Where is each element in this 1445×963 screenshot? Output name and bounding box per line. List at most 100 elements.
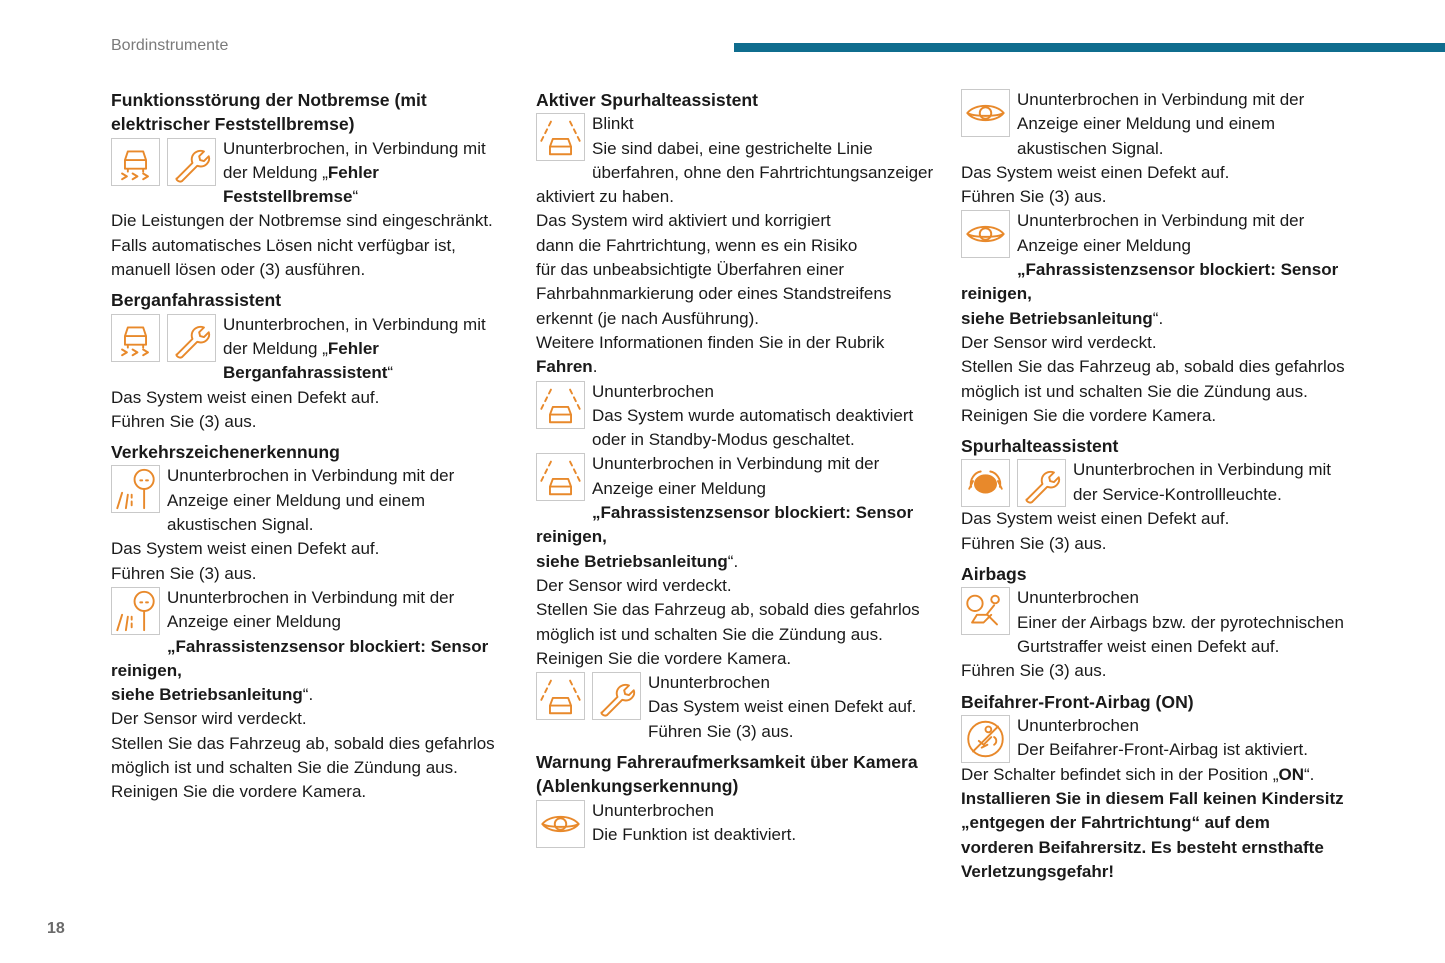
bold-text: ON xyxy=(1278,764,1305,784)
paragraph: Stellen Sie das Fahrzeug ab, sobald dies… xyxy=(536,598,966,647)
paragraph: Ununterbrochen Einer der Airbags bzw. de… xyxy=(961,586,1391,659)
text: Reinigen Sie die vordere Kamera. xyxy=(111,782,367,802)
traffic-sign-icon xyxy=(111,465,160,514)
page-number: 18 xyxy=(47,920,65,937)
paragraph: Installieren Sie in diesem Fall keinen K… xyxy=(961,787,1391,884)
paragraph: Reinigen Sie die vordere Kamera. xyxy=(961,404,1391,428)
paragraph: Das System weist einen Defekt auf. xyxy=(961,161,1391,185)
section-heading: Airbags xyxy=(961,564,1027,585)
paragraph: Führen Sie (3) aus. xyxy=(111,410,541,434)
text: Ununterbrochen in Verbindung mit der Ser… xyxy=(1073,460,1331,504)
text: Das System weist einen Defekt auf. xyxy=(961,162,1230,182)
paragraph: Ununterbrochen Die Funktion ist deaktivi… xyxy=(536,799,966,848)
text: “ xyxy=(352,187,359,207)
text: Ununterbrochen Der Beifahrer-Front-Airba… xyxy=(1017,715,1308,760)
text: Der Sensor wird verdeckt. xyxy=(536,575,732,595)
paragraph: Ununterbrochen in Verbindung mit der Anz… xyxy=(111,586,541,707)
brake-car-icon xyxy=(111,313,160,362)
text: Blinkt Sie sind dabei, eine gestrichelte… xyxy=(536,114,934,207)
text: “. xyxy=(1304,764,1315,784)
paragraph: Führen Sie (3) aus. xyxy=(111,562,541,586)
paragraph: Der Sensor wird verdeckt. xyxy=(111,707,541,731)
text: Ununterbrochen in Verbindung mit der Anz… xyxy=(167,587,455,632)
paragraph: Ununterbrochen in Verbindung mit der Anz… xyxy=(111,464,541,537)
paragraph: Ununterbrochen Das System weist einen De… xyxy=(536,671,966,744)
wrench-icon xyxy=(1017,459,1066,508)
section-heading: Aktiver Spurhalteassistent xyxy=(536,90,758,110)
section-title: Bordinstrumente xyxy=(111,37,229,54)
text: Ununterbrochen in Verbindung mit der Anz… xyxy=(592,454,880,498)
column-1: Funktionsstörung der Notbremse (mit elek… xyxy=(111,88,541,805)
text: “. xyxy=(727,551,739,571)
text: “. xyxy=(1152,308,1164,328)
lane-assist-icon xyxy=(536,453,585,502)
paragraph: Der Schalter befindet sich in der Positi… xyxy=(961,763,1391,787)
text: Ununterbrochen in Verbindung mit der Anz… xyxy=(167,466,455,535)
text: Reinigen Sie die vordere Kamera. xyxy=(961,405,1217,425)
text: “. xyxy=(302,685,314,705)
text: Die Leistungen der Notbremse sind einges… xyxy=(111,211,493,280)
lane-assist-icon xyxy=(536,380,585,429)
paragraph: Blinkt Sie sind dabei, eine gestrichelte… xyxy=(536,112,966,209)
section-heading: Verkehrszeichenerkennung xyxy=(111,442,340,463)
text: Stellen Sie das Fahrzeug ab, sobald dies… xyxy=(536,600,920,644)
text: Der Sensor wird verdeckt. xyxy=(961,332,1157,352)
text: Führen Sie (3) aus. xyxy=(961,533,1107,553)
paragraph: Stellen Sie das Fahrzeug ab, sobald dies… xyxy=(961,355,1391,404)
text: Das System weist einen Defekt auf. xyxy=(961,509,1230,529)
paragraph: Führen Sie (3) aus. xyxy=(961,185,1391,209)
text: Führen Sie (3) aus. xyxy=(111,563,257,583)
section-heading: Funktionsstörung der Notbremse (mit elek… xyxy=(111,90,427,135)
section-heading: Berganfahrassistent xyxy=(111,290,282,311)
text: Ununterbrochen Die Funktion ist deaktivi… xyxy=(592,800,797,844)
paragraph: Führen Sie (3) aus. xyxy=(961,532,1391,556)
paragraph: Stellen Sie das Fahrzeug ab, sobald dies… xyxy=(111,732,541,781)
steering-hands-icon xyxy=(961,459,1010,508)
text: Führen Sie (3) aus. xyxy=(111,411,257,431)
header-bar xyxy=(734,43,1445,52)
text: Ununterbrochen in Verbindung mit der Anz… xyxy=(1017,90,1305,158)
eye-icon xyxy=(961,210,1010,259)
passenger-airbag-on-icon xyxy=(961,714,1010,763)
text: Das System wird aktiviert und korrigiert… xyxy=(536,211,892,328)
airbag-icon xyxy=(961,587,1010,636)
section-heading: Warnung Fahreraufmerksamkeit über Kamera… xyxy=(536,752,918,797)
wrench-icon xyxy=(592,672,641,721)
lane-assist-icon xyxy=(536,672,585,721)
paragraph: Das System weist einen Defekt auf. xyxy=(111,386,541,410)
text: Der Sensor wird verdeckt. xyxy=(111,709,307,729)
paragraph: Das System weist einen Defekt auf. xyxy=(961,507,1391,531)
text: Das System weist einen Defekt auf. xyxy=(111,387,380,407)
bold-text: Installieren Sie in diesem Fall keinen K… xyxy=(961,789,1344,882)
paragraph: Das System weist einen Defekt auf. xyxy=(111,537,541,561)
brake-car-icon xyxy=(111,137,160,186)
paragraph: Ununterbrochen, in Verbindung mit der Me… xyxy=(111,137,541,210)
bold-text: „Fahrassistenzsensor blockiert: Sensor r… xyxy=(536,503,914,571)
paragraph: Weitere Informationen finden Sie in der … xyxy=(536,331,966,380)
lane-assist-icon xyxy=(536,113,585,162)
text: Der Schalter befindet sich in der Positi… xyxy=(961,764,1279,784)
text: Ununterbrochen in Verbindung mit der Anz… xyxy=(1017,211,1305,255)
text: Stellen Sie das Fahrzeug ab, sobald dies… xyxy=(961,357,1345,401)
eye-icon xyxy=(961,89,1010,137)
wrench-icon xyxy=(167,313,216,362)
text: Reinigen Sie die vordere Kamera. xyxy=(536,648,792,668)
text: Ununterbrochen Das System wurde automati… xyxy=(592,381,914,450)
paragraph: Ununterbrochen, in Verbindung mit der Me… xyxy=(111,313,541,386)
paragraph: Ununterbrochen in Verbindung mit der Anz… xyxy=(536,452,966,573)
column-2: Aktiver Spurhalteassistent Blinkt Sie sin… xyxy=(536,88,966,848)
bold-text: „Fahrassistenzsensor blockiert: Sensor r… xyxy=(111,636,489,705)
column-3: Ununterbrochen in Verbindung mit der Anz… xyxy=(961,88,1391,884)
paragraph: Ununterbrochen in Verbindung mit der Anz… xyxy=(961,88,1391,161)
text: Ununterbrochen, in Verbindung mit der Me… xyxy=(223,314,486,358)
paragraph: Der Sensor wird verdeckt. xyxy=(961,331,1391,355)
paragraph: Führen Sie (3) aus. xyxy=(961,659,1391,683)
section-heading: Spurhalteassistent xyxy=(961,436,1119,457)
bold-text: Fehler Berganfahrassistent xyxy=(223,338,388,383)
text: Führen Sie (3) aus. xyxy=(961,661,1107,681)
paragraph: Ununterbrochen Der Beifahrer-Front-Airba… xyxy=(961,714,1391,763)
wrench-icon xyxy=(167,137,216,186)
text: Ununterbrochen Einer der Airbags bzw. de… xyxy=(1017,588,1344,656)
traffic-sign-icon xyxy=(111,586,160,635)
text: Stellen Sie das Fahrzeug ab, sobald dies… xyxy=(111,733,495,778)
